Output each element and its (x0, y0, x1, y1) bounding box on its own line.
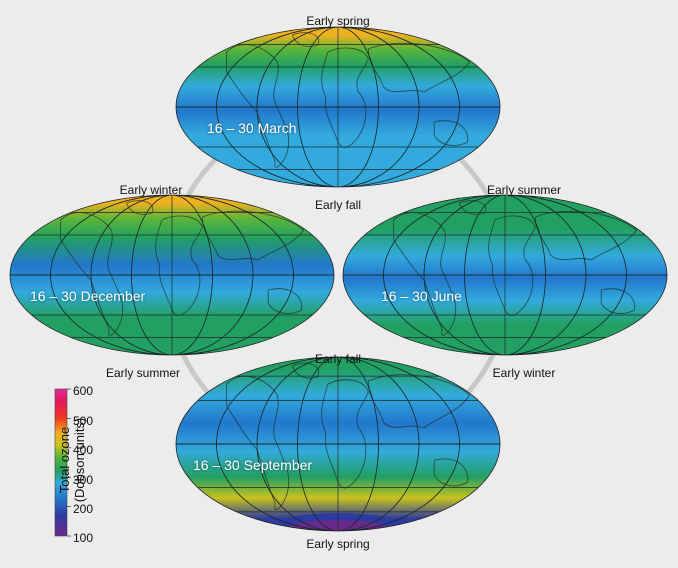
june-bottom-label: Early winter (492, 366, 556, 380)
meridian-december-4 (90, 195, 254, 355)
colorbar-tick-600: 600 (73, 384, 94, 398)
colorbar-ticks (67, 388, 71, 537)
december-period-label: 16 – 30 December (30, 288, 146, 304)
coastline-march-1 (321, 47, 369, 148)
meridian-march-3 (297, 27, 379, 187)
meridian-june-5 (383, 195, 627, 355)
map-outline-september (175, 356, 501, 532)
meridian-december-5 (50, 195, 294, 355)
ozone-map-march (176, 27, 500, 187)
coastline-june-3 (600, 288, 636, 314)
coastline-march-2 (367, 42, 471, 93)
colorbar-tick-300: 300 (73, 473, 94, 487)
colorbar-title-line2: (Dobson units) (72, 417, 87, 503)
march-bottom-label: Early fall (314, 198, 362, 212)
coastline-march-4 (291, 32, 320, 47)
coastline-december-3 (267, 288, 303, 314)
september-top-label: Early fall (314, 352, 362, 366)
meridian-march-4 (256, 27, 420, 187)
june-top-label: Early summer (486, 183, 562, 197)
september-bottom-label: Early spring (306, 537, 370, 551)
march-top-label: Early spring (306, 14, 370, 28)
colorbar-tick-100: 100 (73, 531, 94, 545)
colorbar-tick-500: 500 (73, 414, 94, 428)
coastline-june-1 (488, 215, 536, 316)
map-outline-march (175, 26, 501, 188)
coastline-september-3 (433, 458, 469, 487)
coastline-september-4 (291, 362, 320, 379)
coastline-december-2 (201, 210, 305, 261)
meridian-june-3 (464, 195, 546, 355)
coastline-december-4 (125, 200, 154, 215)
map-outline-december (9, 194, 335, 356)
coastline-june-2 (534, 210, 638, 261)
colorbar-title: Total ozone (Dobson units) (57, 385, 87, 535)
coastline-march-3 (433, 120, 469, 146)
colorbar-tick-400: 400 (73, 443, 94, 457)
coastline-september-2 (367, 374, 471, 429)
ozone-map-september (176, 357, 500, 531)
meridian-june-4 (423, 195, 587, 355)
september-period-label: 16 – 30 September (193, 457, 313, 473)
december-top-label: Early winter (119, 183, 183, 197)
meridian-september-3 (297, 357, 379, 531)
maps-layer (9, 26, 668, 532)
meridian-september-4 (256, 357, 420, 531)
map-outline-june (342, 194, 668, 356)
colorbar (54, 388, 68, 537)
coastline-september-1 (321, 379, 369, 489)
march-period-label: 16 – 30 March (207, 120, 297, 136)
ozone-map-june (343, 195, 667, 355)
meridian-september-5 (216, 357, 460, 531)
ozone-map-december (10, 195, 334, 355)
meridian-december-3 (131, 195, 213, 355)
coastline-december-1 (155, 215, 203, 316)
meridian-march-5 (216, 27, 460, 187)
december-bottom-label: Early summer (105, 366, 181, 380)
colorbar-tick-200: 200 (73, 502, 94, 516)
coastline-june-4 (458, 200, 487, 215)
colorbar-title-line1: Total ozone (57, 426, 72, 494)
june-period-label: 16 – 30 June (381, 288, 462, 304)
